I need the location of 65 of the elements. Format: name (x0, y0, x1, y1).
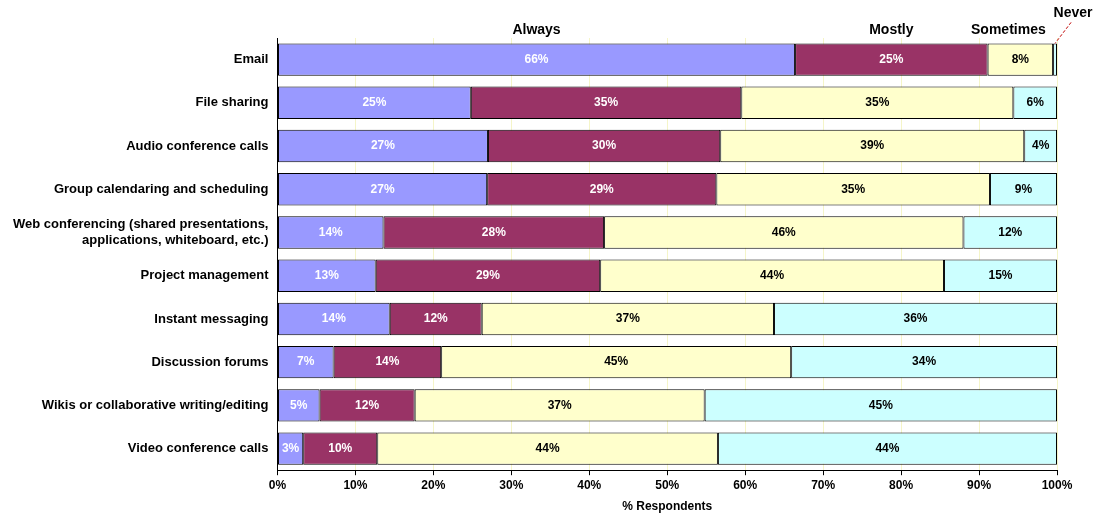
data-label: 4% (1031, 138, 1050, 153)
data-label: 35% (594, 95, 619, 110)
data-label: 29% (589, 181, 615, 196)
x-tick-label: 70% (811, 477, 836, 492)
data-label: 12% (355, 397, 380, 412)
series-label: Always (512, 21, 561, 38)
data-label: 66% (524, 51, 549, 66)
data-label: 45% (868, 397, 894, 412)
data-label: 45% (604, 354, 629, 369)
data-label: 46% (771, 224, 797, 239)
series-label: Mostly (869, 21, 914, 38)
data-label: 15% (988, 268, 1013, 283)
x-tick-label: 100% (1041, 477, 1073, 492)
data-label: 44% (875, 440, 900, 455)
y-tick-label: Wikis or collaborative writing/editing (41, 396, 269, 412)
x-tick-label: 30% (499, 477, 524, 492)
x-axis-title: % Respondents (622, 499, 713, 514)
data-label: 14% (318, 224, 344, 239)
y-tick-label: Video conference calls (127, 440, 269, 456)
x-tick-label: 50% (655, 477, 680, 492)
data-label: 14% (321, 311, 347, 326)
x-tick-label: 60% (733, 477, 758, 492)
data-label: 44% (535, 440, 560, 455)
data-label: 9% (1014, 181, 1033, 196)
data-label: 3% (281, 440, 300, 455)
data-label: 37% (615, 311, 641, 326)
y-tick-label: Group calendaring and scheduling (53, 180, 269, 196)
y-tick-label: Email (233, 51, 269, 67)
x-tick-label: 20% (421, 477, 446, 492)
x-tick-label: 90% (967, 477, 992, 492)
data-label: 35% (841, 181, 866, 196)
x-tick-label: 0% (268, 477, 287, 492)
data-label: 34% (912, 354, 937, 369)
data-label: 7% (297, 354, 315, 369)
data-label: 30% (592, 138, 617, 153)
data-label: 27% (370, 138, 396, 153)
data-label: 5% (290, 397, 308, 412)
series-label: Sometimes (971, 21, 1046, 38)
data-label: 28% (481, 224, 507, 239)
data-label: 12% (998, 224, 1023, 239)
y-tick-label: File sharing (195, 94, 269, 110)
y-tick-label: Project management (140, 267, 270, 283)
data-label: 14% (375, 354, 400, 369)
data-label: 10% (328, 440, 353, 455)
data-label: 25% (362, 95, 387, 110)
data-label: 37% (547, 397, 572, 412)
data-label: 25% (879, 51, 904, 66)
data-label: 8% (1011, 51, 1030, 66)
data-label: 27% (370, 181, 395, 196)
y-tick-label: Discussion forums (151, 353, 269, 369)
data-label: 39% (860, 138, 885, 153)
data-label: 44% (760, 268, 785, 283)
data-label: 29% (475, 268, 501, 283)
data-label: 13% (314, 268, 340, 283)
series-label: Never (1053, 4, 1094, 21)
x-tick-label: 80% (889, 477, 914, 492)
y-tick-label: Web conferencing (shared presentations, applications, whiteboard, etc.) (13, 216, 269, 247)
y-tick-label: Instant messaging (154, 310, 269, 326)
data-label: 36% (903, 311, 928, 326)
data-label: 35% (865, 95, 890, 110)
y-tick-label: Audio conference calls (126, 137, 269, 153)
x-tick-label: 10% (343, 477, 368, 492)
data-label: 12% (423, 311, 449, 326)
data-label: 6% (1026, 95, 1045, 110)
x-tick-label: 40% (577, 477, 602, 492)
